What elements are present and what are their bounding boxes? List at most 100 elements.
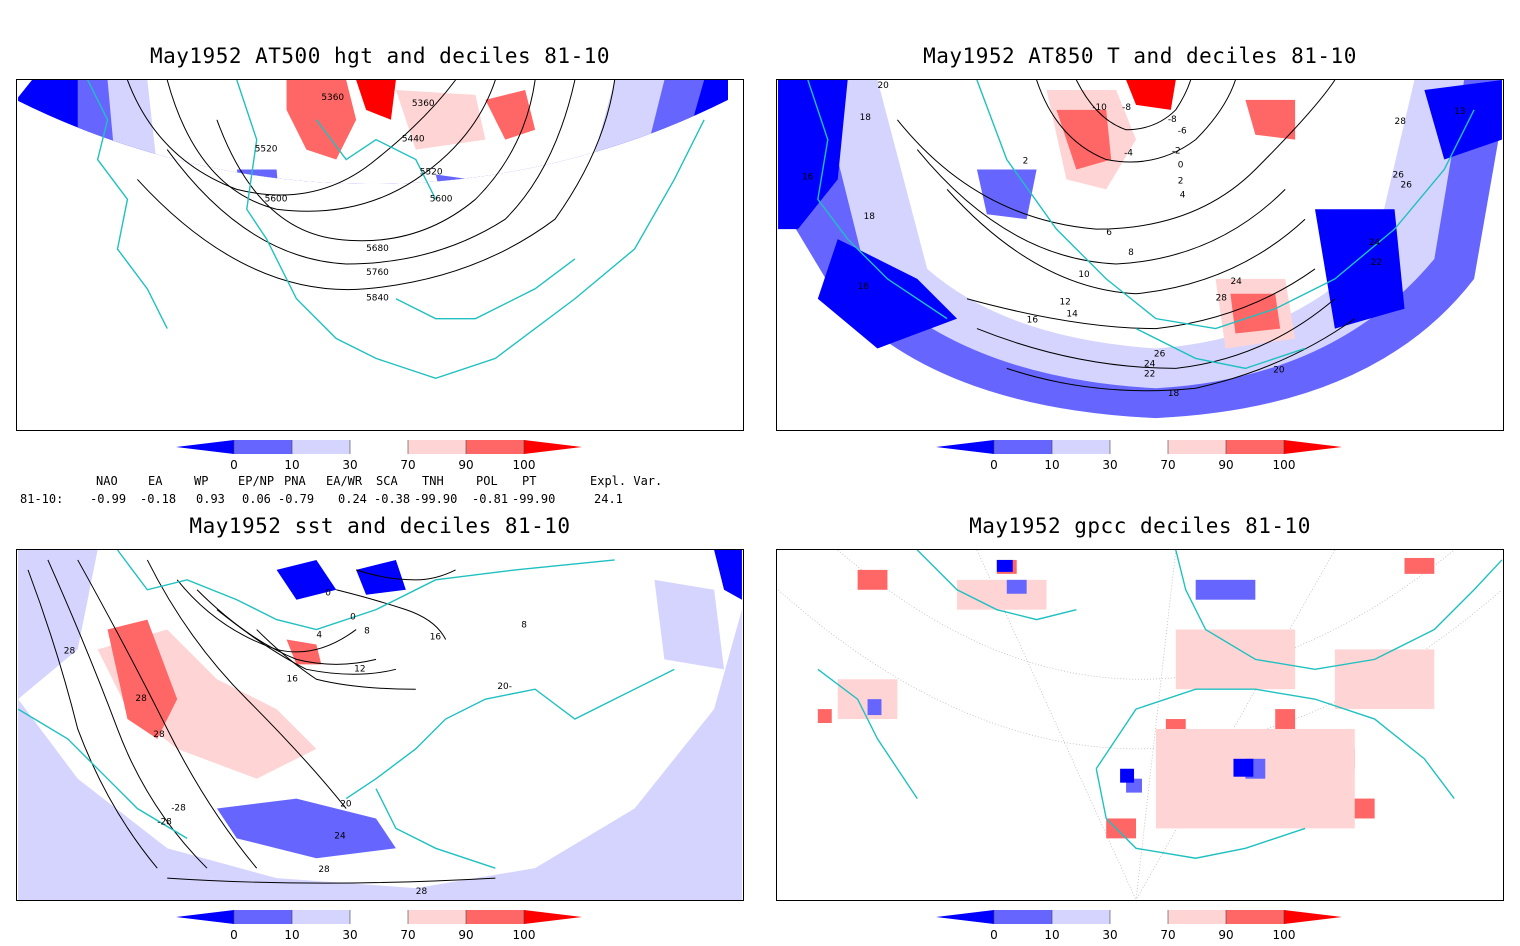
colorbar-segment (234, 440, 292, 454)
contour-label: 5840 (366, 294, 389, 304)
map-panel-t850: 20 18 18 16 16 12 14 16 -10 -8 -8 -6 -4 … (776, 79, 1504, 431)
contour-label: 20 (340, 800, 352, 810)
index-name: SCA (376, 474, 398, 488)
colorbar-tick-label: 70 (400, 928, 415, 942)
contour-label: 0 (350, 613, 356, 623)
colorbar-tick-label: 90 (1218, 928, 1233, 942)
colorbar-hgt: 0 10 30 70 90 100 (176, 438, 596, 476)
colorbar-segment (1052, 910, 1110, 924)
contour-label: 5440 (402, 135, 425, 145)
colorbar-svg: 0 10 30 70 90 100 (936, 440, 1342, 472)
colorbar-tick-label: 70 (1160, 928, 1175, 942)
map-gpcc-svg (777, 550, 1503, 900)
contour-label: 20 (1273, 365, 1285, 375)
contour-label: 16 (858, 282, 870, 292)
contour-label: 28 (153, 730, 165, 740)
colorbar-segment (524, 440, 582, 454)
colorbar-segment (994, 440, 1052, 454)
index-name: PT (522, 474, 537, 488)
contour-label: 16 (430, 632, 442, 642)
contour-label: 24 (1369, 238, 1381, 248)
index-name: POL (476, 474, 498, 488)
contour-label: 10 (1078, 270, 1090, 280)
colorbar-tick-label: 100 (1273, 458, 1296, 472)
contour-label: 18 (864, 212, 876, 222)
map-panel-hgt: 5360 5360 5440 5520 5520 5600 5600 5680 … (16, 79, 744, 431)
contour-label: -6 (1178, 127, 1187, 137)
colorbar-segment (1052, 440, 1110, 454)
contour-label: 12 (354, 664, 365, 674)
contour-label: 28 (135, 694, 147, 704)
index-name: PNA (284, 474, 306, 488)
index-name: NAO (96, 474, 118, 488)
contour-label: 24 (1230, 277, 1242, 287)
colorbar-segment (408, 440, 466, 454)
contour-label: 28 (318, 865, 330, 875)
contour-label: 16 (802, 172, 814, 182)
index-value: 0.93 (196, 492, 225, 506)
teleconnection-indices: NAO EA WP EP/NP PNA EA/WR SCA TNH POL PT… (20, 474, 720, 514)
index-name: Expl. Var. (590, 474, 663, 488)
colorbar-tick-label: 0 (230, 458, 238, 472)
map-panel-gpcc (776, 549, 1504, 901)
index-value: -0.79 (278, 492, 315, 506)
colorbar-segment (350, 910, 408, 924)
colorbar-tick-label: 10 (284, 928, 299, 942)
contour-label: 2 (1178, 176, 1184, 186)
contour-label: 26 (1393, 170, 1405, 180)
contour-label: 28 (1395, 117, 1407, 127)
colorbar-segment (176, 910, 234, 924)
colorbar-segment (466, 910, 524, 924)
colorbar-segment (1284, 440, 1342, 454)
contour-label: 16 (287, 674, 299, 684)
colorbar-tick-label: 30 (1102, 928, 1117, 942)
colorbar-segment (408, 910, 466, 924)
colorbar-tick-label: 10 (1044, 458, 1059, 472)
indices-row-label: 81-10: (20, 492, 64, 506)
index-value: -0.81 (472, 492, 509, 506)
panel-title-gpcc: May1952 gpcc deciles 81-10 (969, 514, 1311, 538)
contour-label: 8 (1128, 248, 1134, 258)
contour-label: 5600 (430, 194, 453, 204)
contour-label: 6 (1106, 228, 1112, 238)
contour-label: 18 (1168, 389, 1180, 399)
contour-label: 26 (1401, 180, 1413, 190)
contour-label: 4 (1180, 190, 1186, 200)
contour-label: 26 (1154, 349, 1166, 359)
colorbar-tick-label: 90 (458, 928, 473, 942)
contour-label: 5760 (366, 268, 389, 278)
colorbar-tick-label: 0 (990, 928, 998, 942)
colorbar-segment (1226, 910, 1284, 924)
colorbar-segment (936, 440, 994, 454)
indices-value-row: 81-10: -0.99 -0.18 0.93 0.06 -0.79 0.24 … (20, 492, 720, 510)
index-name: TNH (422, 474, 444, 488)
index-value: -0.99 (90, 492, 127, 506)
panel-title-sst: May1952 sst and deciles 81-10 (189, 514, 571, 538)
colorbar-segment (176, 440, 234, 454)
index-name: EA/WR (326, 474, 363, 488)
contour-label: 5680 (366, 244, 389, 254)
contour-label: 22 (1371, 258, 1382, 268)
index-name: EP/NP (238, 474, 275, 488)
contour-label: 8 (364, 627, 370, 637)
colorbar-tick-label: 100 (513, 458, 536, 472)
colorbar-segment (524, 910, 582, 924)
index-value: 0.24 (338, 492, 367, 506)
contour-label: -28 (171, 804, 186, 814)
colorbar-segment (292, 910, 350, 924)
colorbar-segment (466, 440, 524, 454)
colorbar-tick-label: 90 (1218, 458, 1233, 472)
colorbar-tick-label: 10 (284, 458, 299, 472)
contour-label: 5360 (321, 93, 344, 103)
index-value: -99.90 (512, 492, 556, 506)
colorbar-segment (1110, 910, 1168, 924)
contour-label: 20 (878, 81, 890, 91)
index-value: -0.18 (140, 492, 177, 506)
panel-title-hgt: May1952 AT500 hgt and deciles 81-10 (149, 44, 610, 68)
colorbar-svg: 0 10 30 70 90 100 (936, 910, 1342, 942)
colorbar-segment (1110, 440, 1168, 454)
colorbar-segment (1168, 910, 1226, 924)
index-value: 0.06 (242, 492, 271, 506)
colorbar-segment (1226, 440, 1284, 454)
contour-label: 14 (1066, 310, 1078, 320)
